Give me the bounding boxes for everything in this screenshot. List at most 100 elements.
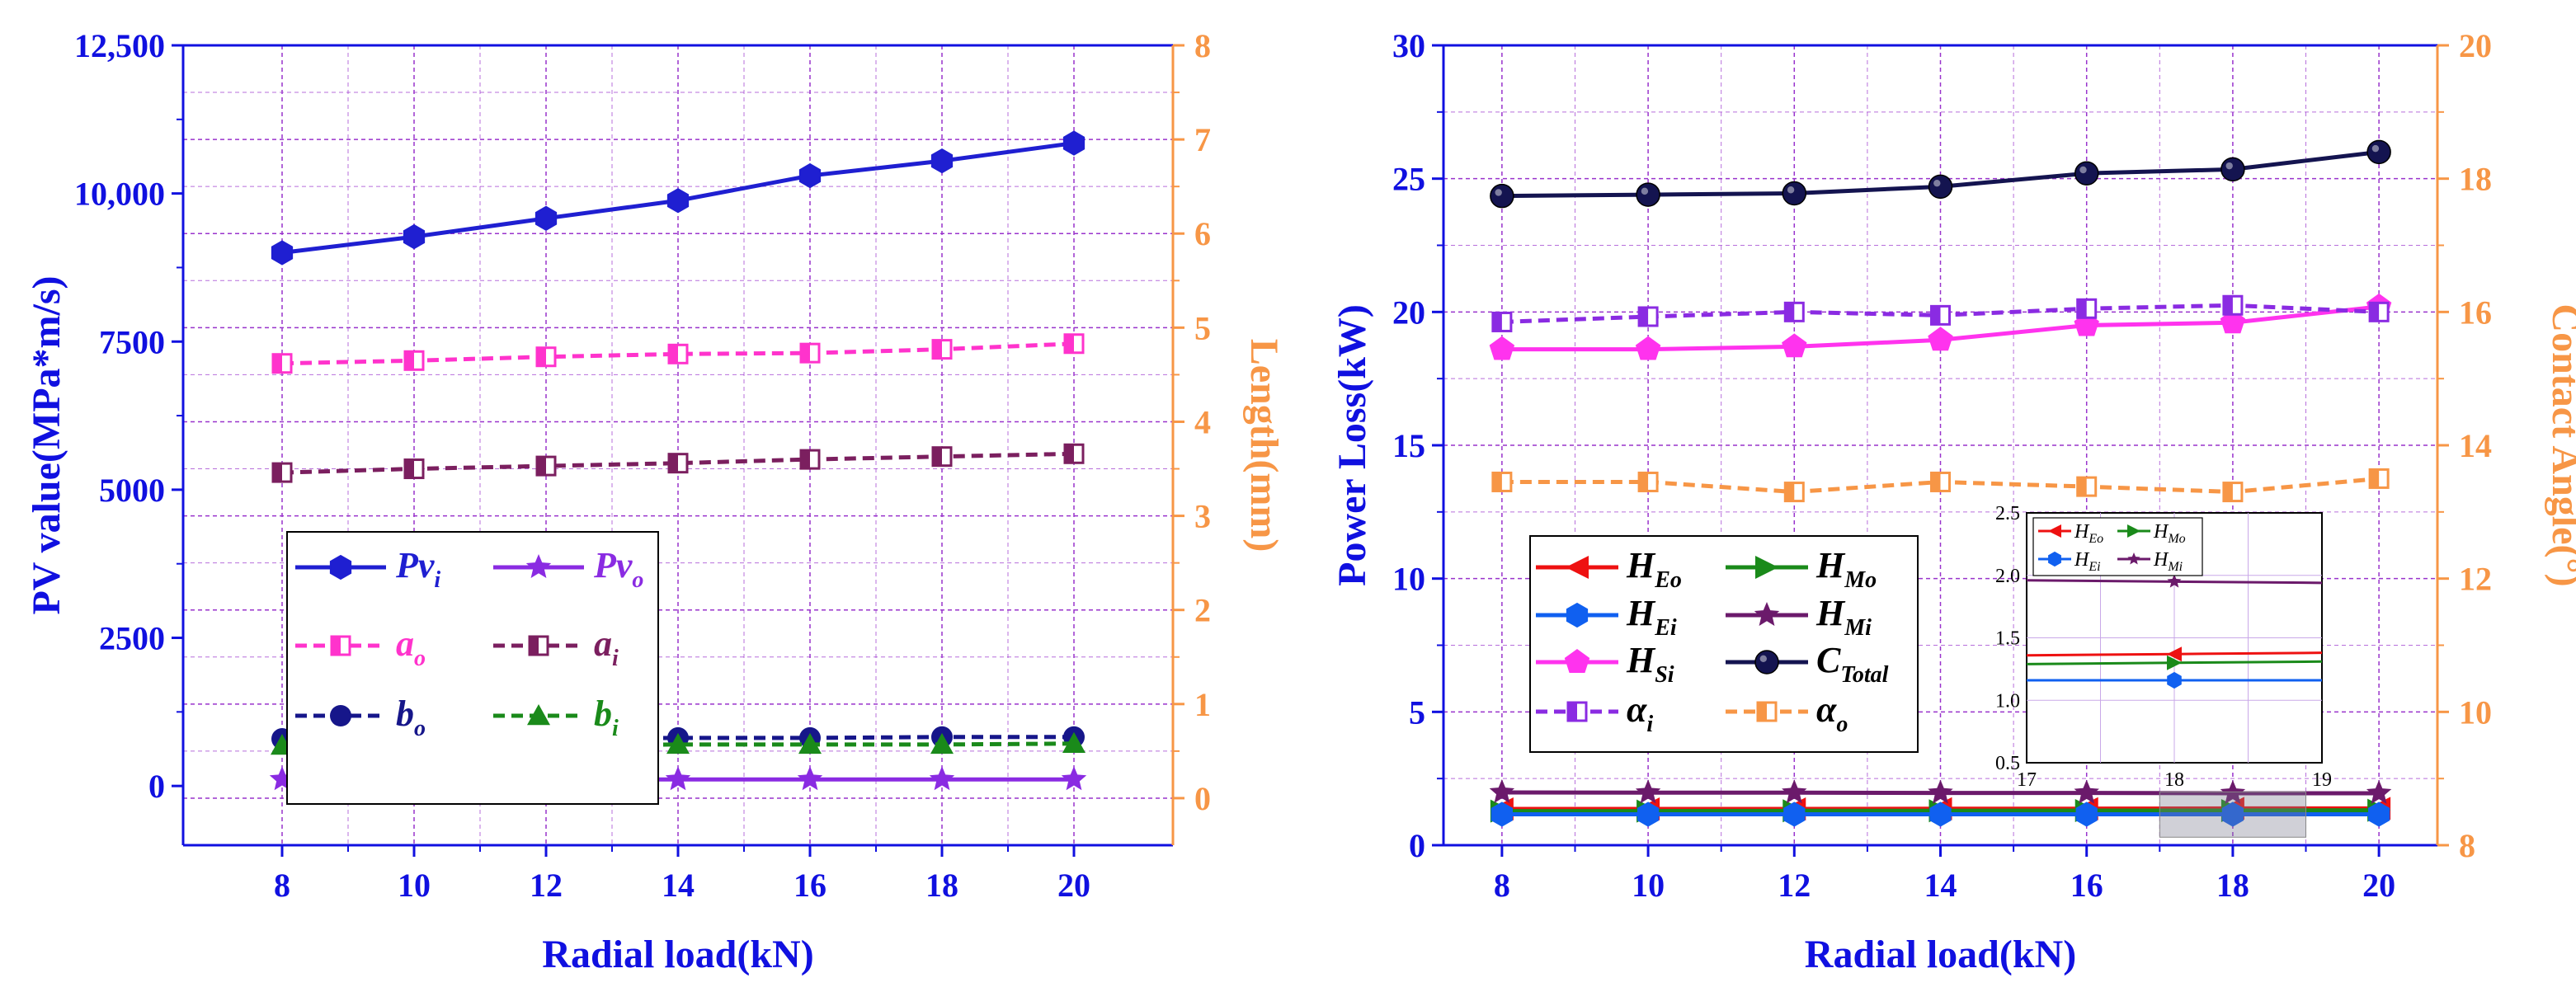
left-ytick-label: 2500 xyxy=(99,620,165,657)
right-series-CTotal-point-shine xyxy=(2225,162,2233,170)
inset-legend-label-HMo: HMo xyxy=(2153,521,2186,546)
right-series-alpha_o-point-fill xyxy=(1639,472,1649,491)
inset-legend-marker-HEi xyxy=(2048,551,2061,567)
right-series-HMi-point xyxy=(2074,779,2099,804)
left-legend-marker-ai-fill xyxy=(530,637,539,655)
left-ytick-label: 5000 xyxy=(99,472,165,509)
inset-xtick-label: 17 xyxy=(2017,769,2037,791)
left-series-ai-point-fill xyxy=(537,457,546,476)
left-legend-box xyxy=(286,531,659,805)
right-series-HEi-point-shape xyxy=(1636,802,1660,827)
left-y2tick-label: 3 xyxy=(1194,498,1211,535)
left-legend-marker-ai xyxy=(528,635,549,656)
left-series-Pvi-point-shape xyxy=(666,188,690,214)
left-legend-label-bi-sub: i xyxy=(612,716,619,741)
left-xtick-label: 16 xyxy=(794,867,826,904)
inset-point-HMi xyxy=(2167,574,2182,588)
right-series-CTotal-point-shine xyxy=(1787,186,1795,194)
left-series-ao-point-fill xyxy=(1065,334,1074,353)
inset-point-HEi-shape xyxy=(2167,671,2182,689)
right-y2tick-label: 16 xyxy=(2459,294,2492,331)
left-series-Pvi xyxy=(271,130,1085,266)
left-series-ai-point-fill xyxy=(273,463,282,482)
left-legend-label-ai-main: a xyxy=(594,623,612,664)
left-legend-marker-Pvi xyxy=(329,554,352,581)
right-series-HSi-point-shape xyxy=(1635,336,1661,360)
inset-legend-label-sub: Mi xyxy=(2167,560,2183,574)
right-xtick-label: 8 xyxy=(1494,867,1510,904)
right-legend-label-HEi: HEi xyxy=(1626,593,1677,641)
left-series-ai-point xyxy=(931,446,953,468)
right-series-alpha_i-point xyxy=(2222,294,2244,316)
right-series-HEi-point-shape xyxy=(1491,802,1514,827)
right-xtick-label: 10 xyxy=(1632,867,1665,904)
right-series-HEi-point xyxy=(2367,802,2390,827)
inset-legend-label-sub: Ei xyxy=(2088,560,2100,574)
left-series-bi-point-shape xyxy=(930,732,954,754)
right-series-HSi-point xyxy=(1489,336,1515,360)
right-ytick-label: 0 xyxy=(1409,827,1425,864)
right-legend-label-HMo-main: H xyxy=(1815,545,1846,585)
right-legend-marker-HEi-shape xyxy=(1566,602,1589,628)
right-series-alpha_o-point xyxy=(2076,476,2098,497)
left-series-ai-point xyxy=(535,455,557,477)
right-legend-label-HEo: HEo xyxy=(1626,545,1682,593)
right-series-alpha_o-point xyxy=(1783,482,1805,503)
right-series-HEi-point-shape xyxy=(2075,802,2098,827)
right-ytick-label: 5 xyxy=(1409,693,1425,731)
right-legend-marker-CTotal xyxy=(1754,650,1779,675)
right-series-HEi-point xyxy=(1636,802,1660,827)
left-series-Pvi-point-shape xyxy=(930,148,954,174)
inset-legend-label-HMi: HMi xyxy=(2153,549,2183,574)
zoom-region xyxy=(2159,791,2307,838)
right-legend-label-alpha_i: αi xyxy=(1627,689,1653,737)
inset-ytick-label: 2.5 xyxy=(1995,503,2020,524)
left-xtick-label: 12 xyxy=(530,867,563,904)
left-y2tick-label: 4 xyxy=(1194,403,1211,440)
right-series-CTotal-point-shape xyxy=(2366,139,2391,165)
left-xtick-label: 10 xyxy=(398,867,431,904)
left-series-Pvi-point-shape xyxy=(798,162,822,189)
right-series-CTotal-point-shine xyxy=(1495,189,1502,196)
right-series-alpha_o-point xyxy=(1491,471,1513,492)
right-series-alpha_o-point-fill xyxy=(2077,477,2087,496)
right-legend-label-HSi-sub: Si xyxy=(1655,662,1674,688)
right-series-CTotal-point xyxy=(2074,161,2099,186)
left-series-ai-point-fill xyxy=(669,454,678,472)
left-series-ao-point xyxy=(271,353,293,374)
right-series-HMi-point-shape xyxy=(1489,778,1515,803)
right-axes: 8 10 12 14 16 18 20 0 5 10 15 20 25 30 8 10 12 14 16 18 20 Ra… xyxy=(1330,27,2576,976)
left-series-Pvi-point xyxy=(930,148,954,174)
left-series-ai-point-fill xyxy=(801,450,810,469)
right-legend-label-alpha_i-main: α xyxy=(1627,689,1647,730)
right-ytick-label: 25 xyxy=(1392,161,1425,198)
left-series-ai-point xyxy=(271,462,293,483)
right-series-HSi-point xyxy=(1928,327,1953,351)
right-legend-label-HSi-main: H xyxy=(1626,640,1656,680)
right-series-HEi-point-shape xyxy=(2221,802,2244,827)
right-series-alpha_i-point-fill xyxy=(1931,306,1941,325)
left-series-ao-point xyxy=(931,339,953,360)
right-ylabel: Power Loss(kW) xyxy=(1330,304,1374,586)
left-legend-marker-bi-shape xyxy=(527,704,550,726)
inset-legend-marker-HMi-shape xyxy=(2127,552,2140,565)
left-series-ao-point xyxy=(799,342,821,364)
right-series-CTotal-point xyxy=(1636,182,1660,207)
right-legend-label-HEo-sub: Eo xyxy=(1654,567,1682,593)
left-y2tick-label: 5 xyxy=(1194,309,1211,346)
inset-xtick-label: 19 xyxy=(2312,769,2332,791)
right-series-HEi-point-shape xyxy=(2367,802,2390,827)
right-legend-label-HMo: HMo xyxy=(1815,545,1877,593)
inset-point-HMi-shape xyxy=(2167,574,2182,588)
left-series-Pvo-point xyxy=(665,766,691,791)
right-legend-label-HMi-main: H xyxy=(1815,593,1846,633)
right-xtick-label: 18 xyxy=(2216,867,2249,904)
left-series-Pvo-point xyxy=(929,766,955,791)
right-ytick-label: 30 xyxy=(1392,27,1425,64)
left-series-ao-point-fill xyxy=(273,354,282,373)
right-series-CTotal-point-shape xyxy=(2220,157,2245,182)
right-series-HEi-point xyxy=(1929,802,1952,827)
right-legend-label-HEi-main: H xyxy=(1626,593,1656,633)
left-series-bi-point xyxy=(666,732,690,754)
